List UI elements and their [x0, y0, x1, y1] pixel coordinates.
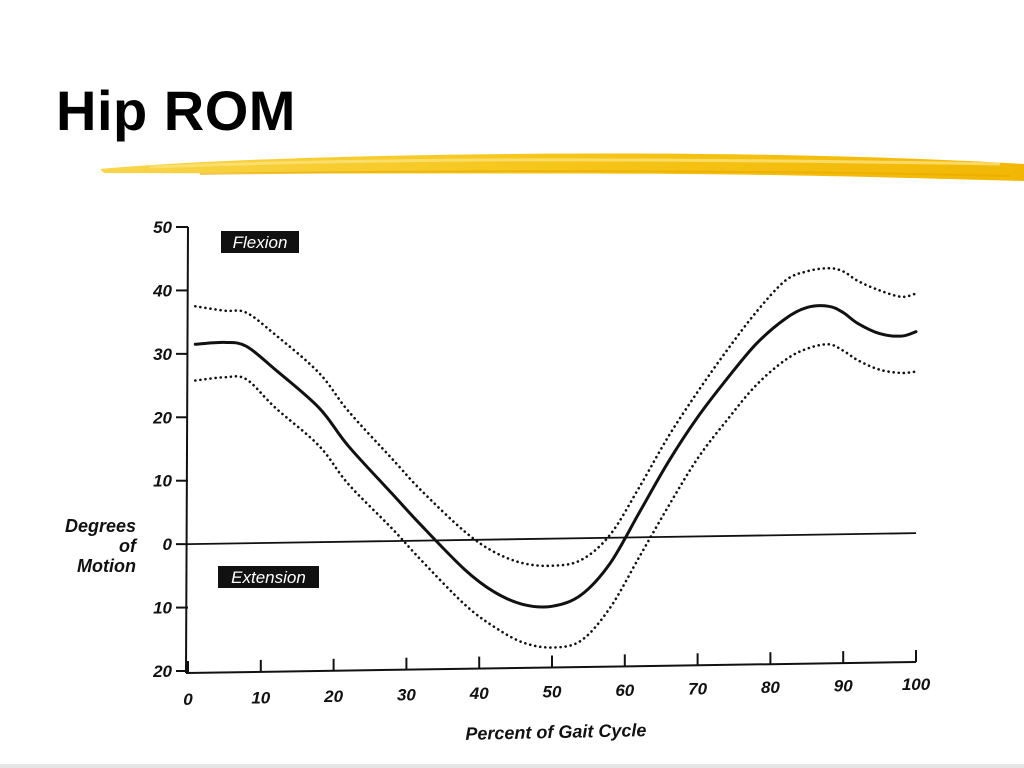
x-tick-label: 50: [543, 683, 562, 702]
highlighter-stroke: [100, 153, 1024, 181]
y-tick-label: 50: [153, 218, 172, 237]
zero-reference-line: [187, 532, 917, 546]
chart-axes: [176, 226, 917, 674]
x-tick-label: 30: [397, 686, 416, 705]
extension-label-box: [218, 566, 319, 588]
x-tick-label: 100: [902, 675, 931, 694]
x-tick-label: 40: [469, 684, 489, 703]
x-tick-label: 20: [323, 687, 343, 706]
y-tick-label: 20: [152, 408, 172, 427]
flexion-label-box: [221, 231, 299, 253]
series-line-dotted-1: [194, 266, 918, 568]
x-axis-title: Percent of Gait Cycle: [465, 720, 646, 744]
x-tick-label: 70: [688, 680, 707, 699]
x-tick-label: 0: [183, 690, 193, 709]
y-tick-label: 40: [152, 281, 172, 300]
x-tick-label: 80: [761, 678, 780, 697]
series-line-mean: [193, 304, 918, 609]
y-tick-label: 0: [163, 535, 173, 554]
y-axis-title-line: Motion: [77, 556, 136, 576]
x-tick-label: 60: [615, 681, 634, 700]
extension-label: Extension: [231, 568, 306, 587]
y-tick-label: 10: [153, 599, 172, 618]
y-tick-label: 10: [153, 472, 172, 491]
chart-series-layer: [193, 266, 918, 649]
y-axis-line: [185, 226, 189, 674]
x-tick-label: 90: [834, 677, 853, 696]
slide-title: Hip ROM: [56, 79, 296, 142]
y-axis-title-line: of: [119, 536, 138, 556]
flexion-label: Flexion: [233, 233, 288, 252]
y-axis-title-line: Degrees: [65, 516, 136, 536]
series-line-dotted-2: [194, 342, 918, 649]
y-tick-label: 20: [152, 662, 172, 681]
slide-bottom-rule: [0, 764, 1024, 768]
y-tick-label: 30: [153, 345, 172, 364]
x-tick-label: 10: [251, 689, 270, 708]
